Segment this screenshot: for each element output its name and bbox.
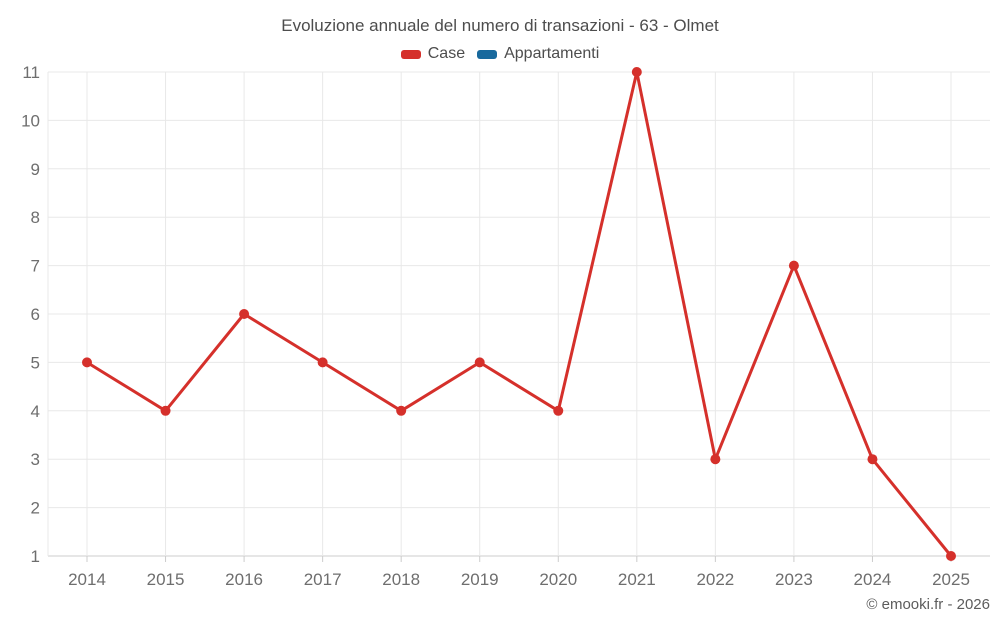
chart-legend: Case Appartamenti: [0, 45, 1000, 63]
x-axis-tick-label: 2018: [382, 570, 420, 589]
x-axis-tick-label: 2023: [775, 570, 813, 589]
y-axis-tick-label: 7: [31, 257, 40, 276]
x-axis-tick-label: 2015: [147, 570, 185, 589]
legend-item-case[interactable]: Case: [400, 45, 466, 63]
x-axis-tick-label: 2014: [68, 570, 106, 589]
legend-label-case: Case: [427, 45, 466, 62]
data-point-marker[interactable]: [474, 357, 485, 368]
data-point-marker[interactable]: [946, 551, 956, 561]
y-axis-tick-label: 3: [31, 450, 40, 469]
x-axis-tick-label: 2016: [225, 570, 263, 589]
data-point-marker[interactable]: [553, 405, 564, 416]
y-axis-tick-label: 2: [31, 499, 40, 518]
y-axis-tick-label: 6: [31, 305, 40, 324]
watermark: © emooki.fr - 2026: [866, 596, 990, 613]
y-axis-tick-label: 1: [31, 547, 40, 566]
data-point-marker[interactable]: [631, 67, 642, 77]
y-axis-tick-label: 5: [31, 353, 40, 372]
legend-item-appartamenti[interactable]: Appartamenti: [477, 45, 599, 63]
data-point-marker[interactable]: [867, 454, 878, 465]
data-point-marker[interactable]: [82, 357, 92, 368]
y-axis-tick-label: 8: [31, 208, 40, 227]
x-axis-tick-label: 2025: [932, 570, 970, 589]
y-axis-tick-label: 4: [31, 402, 40, 421]
legend-label-appartamenti: Appartamenti: [504, 45, 600, 62]
x-axis-tick-label: 2019: [461, 570, 499, 589]
x-axis-tick-label: 2021: [618, 570, 656, 589]
case-series-swatch-icon: [400, 49, 421, 59]
x-axis-tick-label: 2017: [304, 570, 342, 589]
data-point-marker[interactable]: [160, 405, 171, 416]
data-point-marker[interactable]: [788, 260, 799, 271]
data-point-marker[interactable]: [396, 405, 407, 416]
chart-title: Evoluzione annuale del numero di transaz…: [281, 16, 719, 35]
data-point-marker[interactable]: [710, 454, 721, 465]
y-axis-tick-label: 10: [21, 111, 40, 130]
x-axis-tick-label: 2022: [696, 570, 734, 589]
y-axis-tick-label: 9: [31, 160, 40, 179]
series-line-case: [85, 70, 953, 558]
data-point-marker[interactable]: [317, 357, 328, 368]
data-point-marker[interactable]: [239, 309, 250, 319]
x-axis-tick-label: 2020: [539, 570, 577, 589]
appartamenti-series-swatch-icon: [477, 49, 498, 59]
y-axis-tick-label: 11: [22, 63, 40, 82]
x-axis-tick-label: 2024: [854, 570, 892, 589]
